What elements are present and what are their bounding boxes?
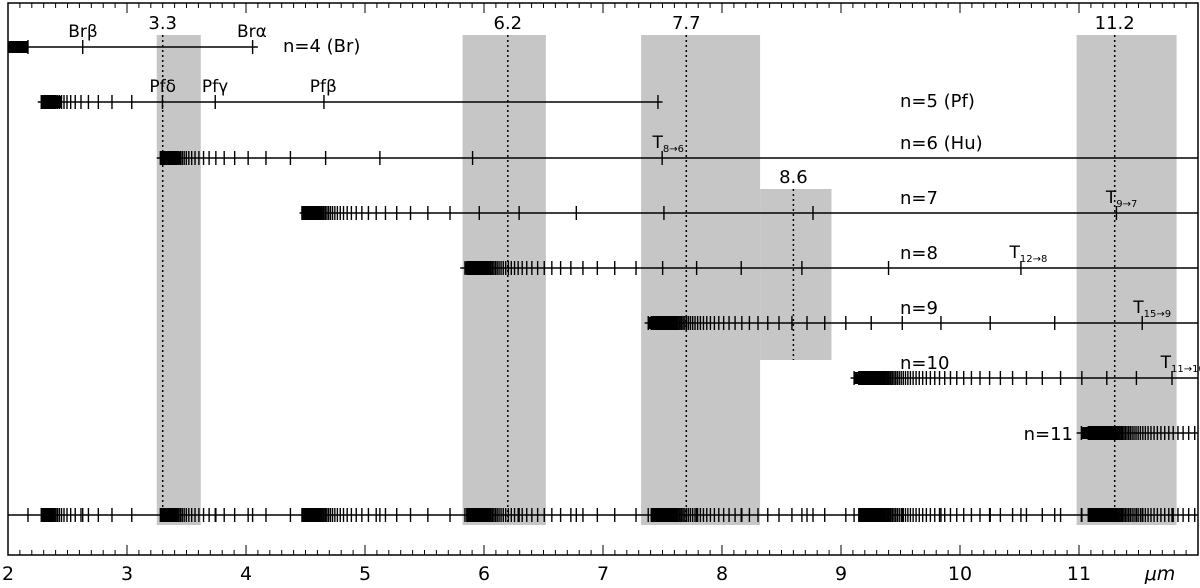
x-axis: 2 3 4 5 6 7 8 9 10 11 bbox=[2, 3, 1199, 585]
line-label: T12→8 bbox=[1009, 243, 1048, 265]
x-tick-label: 8 bbox=[716, 563, 728, 585]
line-label: T11→10 bbox=[1160, 353, 1200, 375]
x-tick-label: 7 bbox=[597, 563, 609, 585]
series-n-6-hu: n=6 (Hu)T8→6 bbox=[156, 133, 1198, 165]
line-label-subscript: 8→6 bbox=[663, 144, 684, 155]
x-tick-label: 9 bbox=[835, 563, 847, 585]
x-tick-label: 2 bbox=[2, 563, 14, 585]
band-7-7-shade bbox=[641, 35, 761, 525]
band-label-11-2: 11.2 bbox=[1095, 13, 1135, 34]
series-label: n=11 bbox=[1024, 424, 1073, 445]
band-label-8-6: 8.6 bbox=[779, 167, 808, 188]
series-label: n=9 bbox=[900, 298, 938, 319]
band-labels-layer: 3.3 6.2 7.7 8.6 11.2 bbox=[148, 13, 1134, 188]
line-label-subscript: 12→8 bbox=[1020, 254, 1047, 265]
band-3-3-shade bbox=[156, 35, 201, 525]
band-label-3-3: 3.3 bbox=[148, 13, 177, 34]
band-label-7-7: 7.7 bbox=[672, 13, 701, 34]
x-tick-label: 6 bbox=[478, 563, 490, 585]
band-8-6-shade bbox=[760, 189, 832, 360]
series-limit-block bbox=[8, 41, 28, 53]
line-label: Brα bbox=[237, 22, 267, 42]
series-label: n=7 bbox=[900, 188, 938, 209]
series-label: n=4 (Br) bbox=[283, 36, 360, 57]
series-combined bbox=[8, 508, 1198, 522]
line-label-subscript: 9→7 bbox=[1116, 199, 1137, 210]
series-label: n=10 bbox=[900, 353, 949, 374]
line-label: Pfβ bbox=[310, 77, 337, 97]
series-label: n=5 (Pf) bbox=[900, 91, 975, 112]
series-label: n=6 (Hu) bbox=[900, 133, 983, 154]
line-label: Brβ bbox=[68, 22, 98, 42]
band-label-6-2: 6.2 bbox=[493, 13, 522, 34]
series-n-4-br: n=4 (Br) Brβ Brα bbox=[8, 22, 360, 57]
series-n-7: n=7 T9→7 bbox=[299, 188, 1198, 220]
series-n-11: n=11 bbox=[1024, 424, 1198, 445]
series-n-5-pf: n=5 (Pf) Pfδ Pfγ Pfβ bbox=[37, 77, 975, 112]
line-label: Pfγ bbox=[202, 77, 228, 97]
pah-bands-layer bbox=[156, 35, 1177, 525]
x-tick-label: 4 bbox=[240, 563, 252, 585]
series-label: n=8 bbox=[900, 243, 938, 264]
x-tick-label: 11 bbox=[1067, 563, 1091, 585]
line-label: Pfδ bbox=[149, 77, 176, 97]
x-axis-label: μm bbox=[1144, 563, 1176, 585]
x-tick-label: 10 bbox=[948, 563, 972, 585]
line-label-subscript: 15→9 bbox=[1144, 309, 1171, 320]
band-11-2-shade bbox=[1076, 35, 1177, 525]
x-tick-label: 5 bbox=[359, 563, 371, 585]
line-label-subscript: 11→10 bbox=[1171, 364, 1200, 375]
x-tick-label: 3 bbox=[121, 563, 133, 585]
series-n-9: n=9 T15→9 bbox=[644, 298, 1198, 330]
band-6-2-shade bbox=[462, 35, 546, 525]
